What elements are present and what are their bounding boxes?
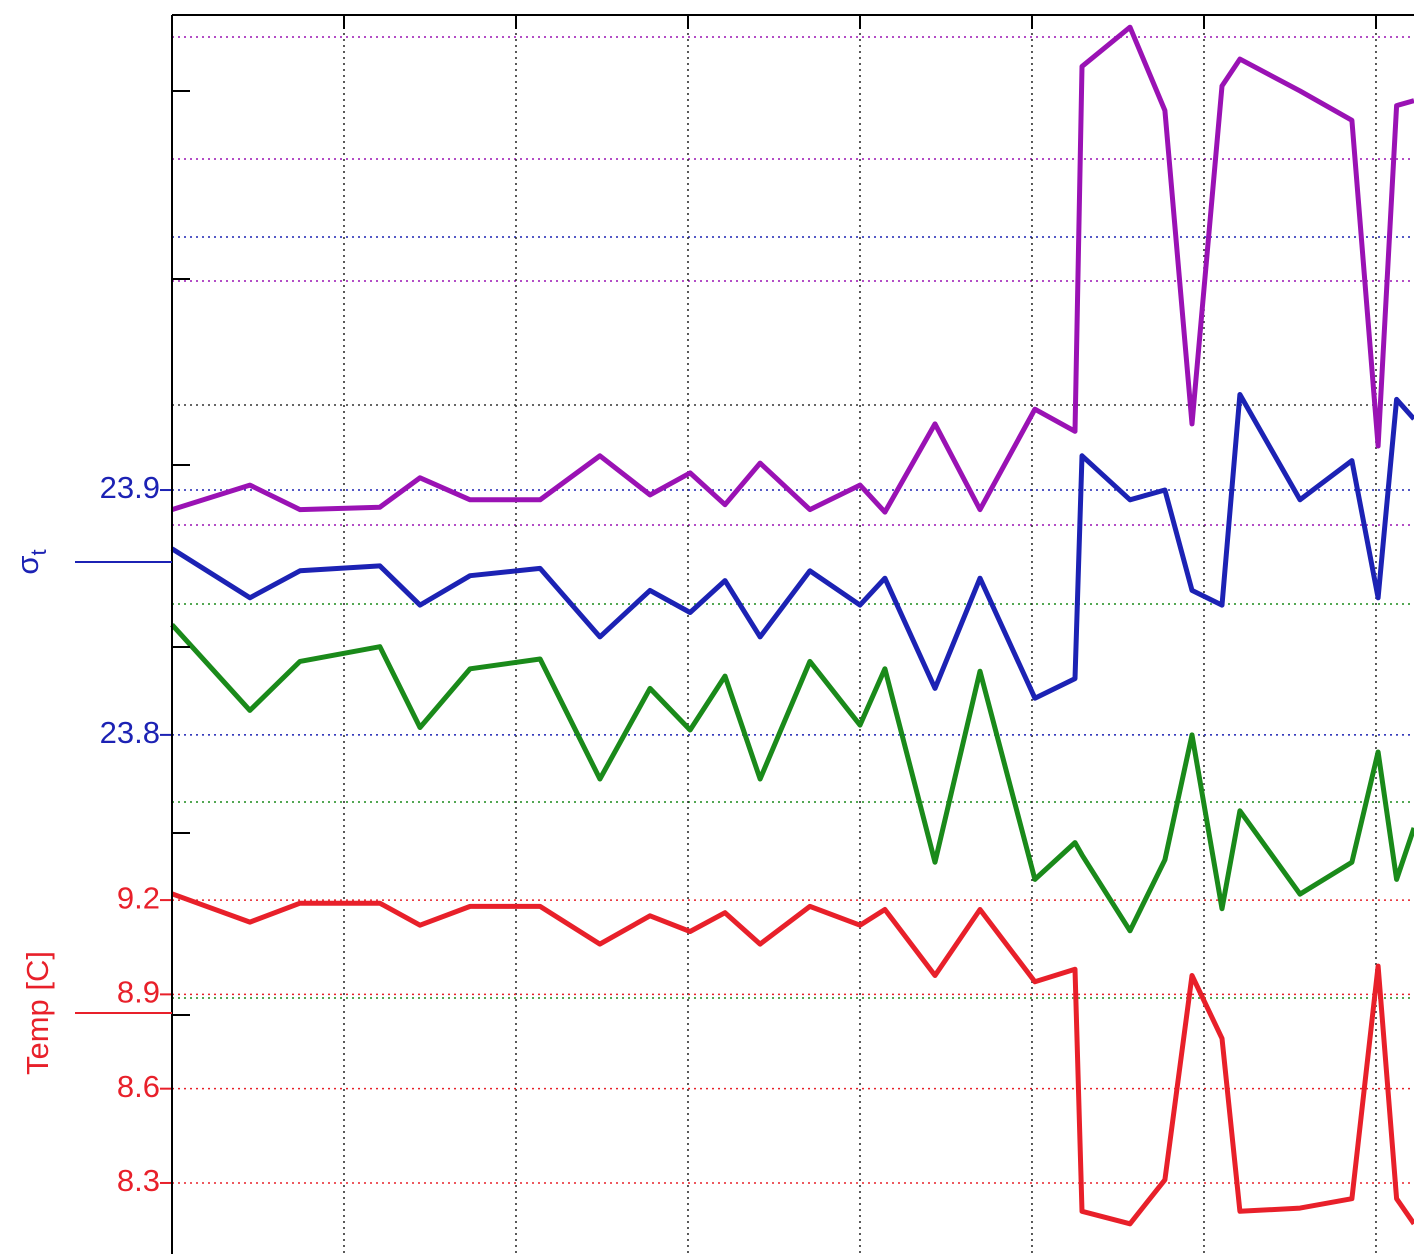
labels: σt Temp [C] 23.8 23.9 8.3 8.6 8.9 9.2 xyxy=(10,470,160,1198)
series-line xyxy=(170,623,1414,934)
y-axis-label: σt xyxy=(10,549,51,574)
y-axis-label-symbol: σ xyxy=(10,555,45,574)
y-tick-label: 8.9 xyxy=(117,975,160,1010)
y2-axis-label: Temp [C] xyxy=(20,951,55,1075)
y-tick-label: 8.3 xyxy=(117,1163,160,1198)
series-line xyxy=(171,891,1414,1227)
y-axis-label-subscript: t xyxy=(26,549,51,555)
y-tick-label: 8.6 xyxy=(117,1069,160,1104)
axis-frame xyxy=(75,14,1414,1254)
series-line xyxy=(170,392,1414,701)
y-tick-label: 9.2 xyxy=(117,880,160,915)
lines xyxy=(170,24,1414,1227)
grid xyxy=(160,15,1414,1254)
tick-marks xyxy=(172,90,190,1016)
y-tick-label: 23.9 xyxy=(100,470,160,505)
series-line xyxy=(171,24,1414,515)
y-tick-label: 23.8 xyxy=(100,715,160,750)
